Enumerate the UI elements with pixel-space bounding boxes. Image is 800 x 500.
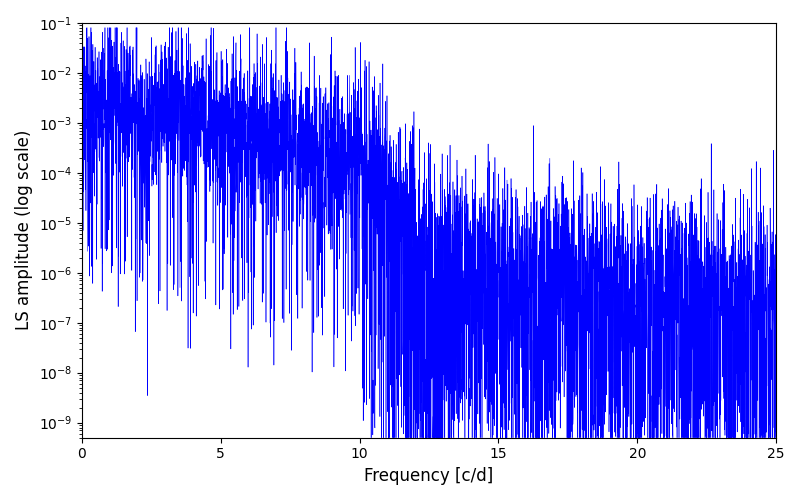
X-axis label: Frequency [c/d]: Frequency [c/d]: [364, 467, 494, 485]
Y-axis label: LS amplitude (log scale): LS amplitude (log scale): [15, 130, 33, 330]
